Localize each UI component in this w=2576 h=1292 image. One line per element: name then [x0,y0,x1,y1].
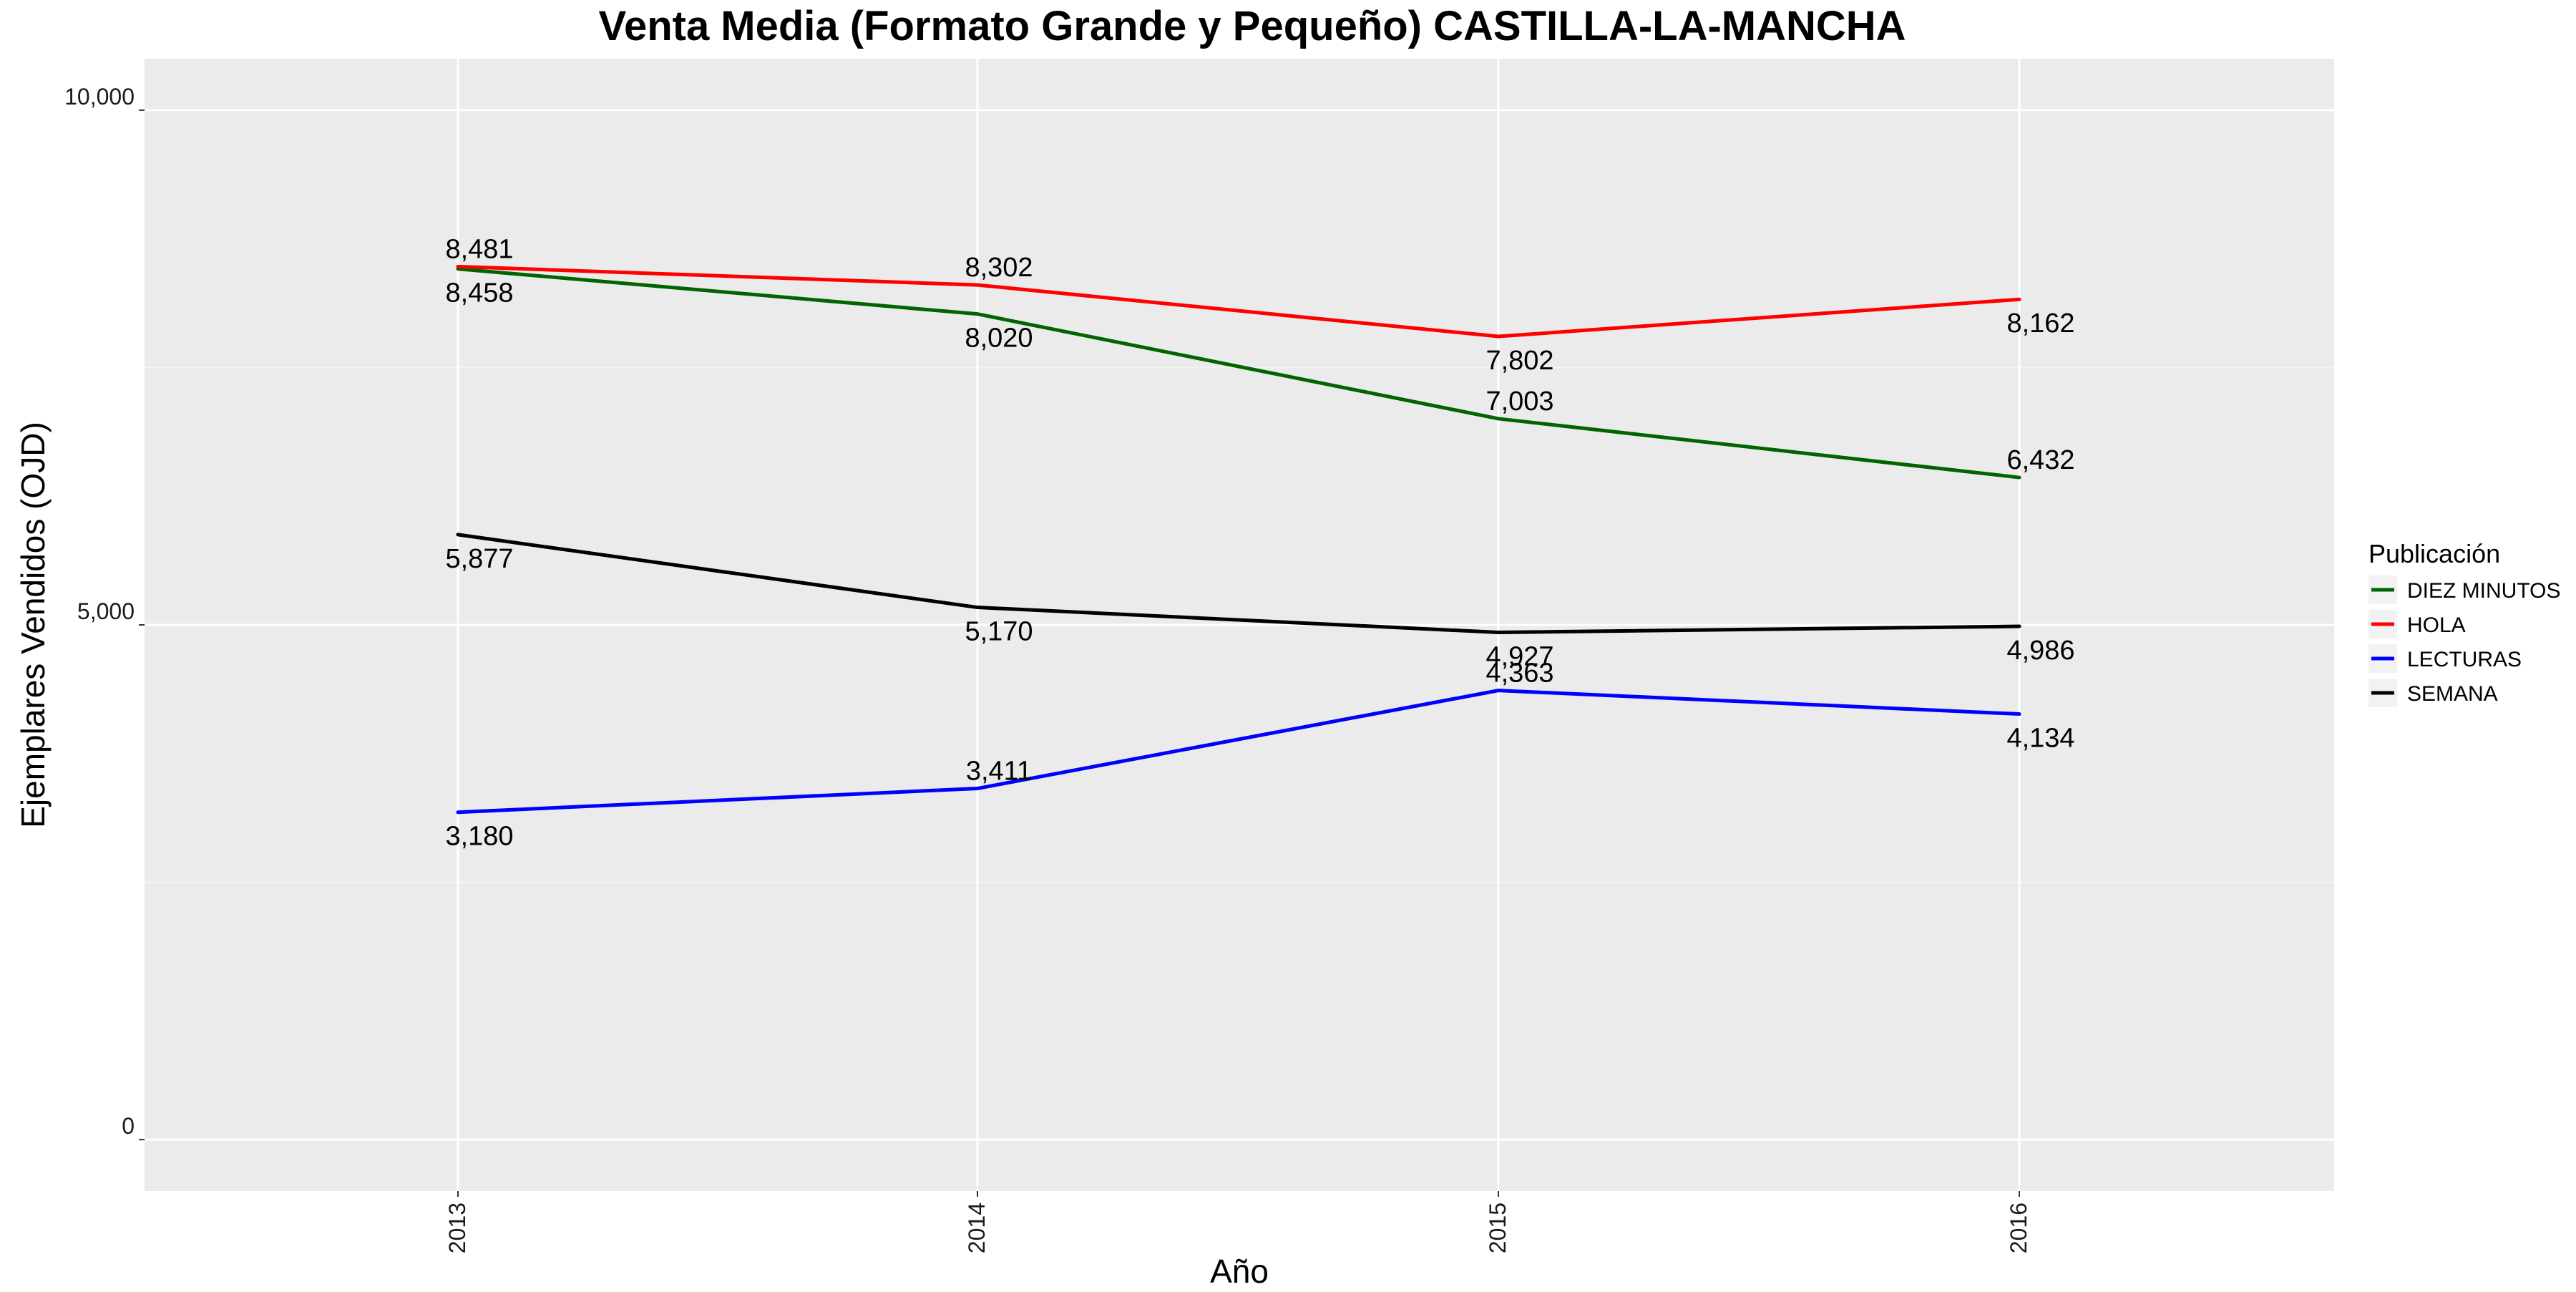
x-tick-label: 2013 [444,1203,470,1253]
data-label: 8,302 [965,253,1033,283]
series-line-semana [456,533,2021,634]
legend-label: HOLA [2407,613,2466,637]
data-label: 8,458 [445,278,513,309]
data-label: 7,003 [1485,387,1553,417]
data-label-layer: 8,458 8,020 7,003 6,432 8,481 8,302 7,802 8,162… [445,234,2074,851]
y-axis-title: Ejemplares Vendidos (OJD) [14,422,52,828]
data-label: 7,802 [1485,346,1553,376]
data-label: 4,927 [1485,641,1553,671]
x-tick-label: 2016 [2006,1203,2031,1253]
data-label: 4,986 [2006,636,2074,666]
legend-label: SEMANA [2407,682,2498,706]
series-layer [456,264,2021,815]
data-label: 5,170 [965,617,1033,647]
data-label: 8,020 [965,324,1033,354]
axis-layer: 0 5,000 10,000 2013 2014 2015 2016 [64,84,2031,1253]
data-label: 3,180 [445,822,513,852]
legend-title: Publicación [2368,539,2500,568]
series-line-diez-minutos [456,267,2021,480]
x-axis-title: Año [1210,1253,1269,1288]
chart-title: Venta Media (Formato Grande y Pequeño) C… [598,3,1906,49]
data-label: 5,877 [445,544,513,574]
y-tick-label: 5,000 [77,598,135,624]
data-label: 8,481 [445,234,513,264]
data-label: 4,363 [1485,659,1553,689]
legend-label: DIEZ MINUTOS [2407,579,2560,603]
data-label: 6,432 [2006,445,2074,475]
series-line-hola [456,264,2021,339]
x-tick-label: 2014 [964,1203,990,1253]
data-label: 8,162 [2006,309,2074,339]
legend: Publicación DIEZ MINUTOS HOLA LECTURAS SEMA… [2368,539,2560,707]
x-tick-label: 2015 [1485,1203,1511,1253]
y-tick-label: 0 [122,1113,135,1139]
legend-label: LECTURAS [2407,648,2522,671]
series-line-lecturas [456,689,2021,815]
data-label: 3,411 [966,757,1032,787]
data-label: 4,134 [2006,724,2074,754]
y-tick-label: 10,000 [64,84,135,110]
